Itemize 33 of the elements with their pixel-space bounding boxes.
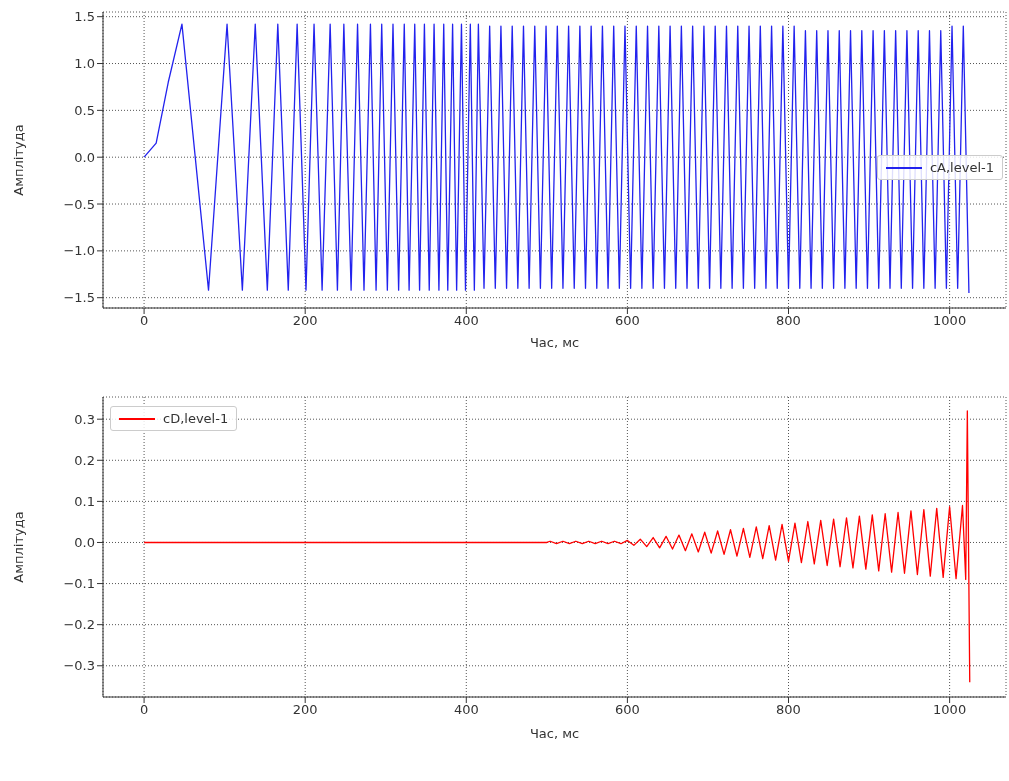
x-tick-label: 600 xyxy=(614,702,640,718)
y-axis-title: Амплітуда xyxy=(10,511,26,583)
x-tick-label: 200 xyxy=(292,702,318,718)
y-tick-label: 0.2 xyxy=(74,452,95,468)
y-tick-label: 0.0 xyxy=(74,535,95,551)
y-tick-label: 0.5 xyxy=(74,102,95,118)
x-axis-title: Час, мс xyxy=(529,726,580,741)
y-tick-label: −0.3 xyxy=(63,658,95,674)
x-tick-label: 200 xyxy=(292,313,318,329)
x-tick-label: 600 xyxy=(614,313,640,329)
y-tick-label: 0.0 xyxy=(74,149,95,165)
y-tick-label: 0.3 xyxy=(74,411,95,427)
x-tick-label: 400 xyxy=(453,702,479,718)
legend-label: cA,level-1 xyxy=(929,160,994,175)
x-tick-label: 800 xyxy=(776,313,801,329)
x-tick-label: 400 xyxy=(453,313,479,329)
x-tick-label: 1000 xyxy=(933,313,967,329)
x-tick-label: 1000 xyxy=(933,702,967,718)
y-tick-label: −0.5 xyxy=(63,196,95,212)
y-tick-label: −1.0 xyxy=(63,243,95,259)
line-series xyxy=(143,410,971,683)
y-tick-label: 1.0 xyxy=(74,56,95,72)
y-axis-title: Амплітуда xyxy=(10,124,26,196)
y-tick-label: −0.1 xyxy=(63,576,95,592)
x-tick-label: 0 xyxy=(139,313,149,329)
y-tick-label: −0.2 xyxy=(63,617,95,633)
x-tick-label: 0 xyxy=(139,702,149,718)
x-axis-title: Час, мс xyxy=(529,335,580,350)
x-tick-label: 800 xyxy=(776,702,801,718)
y-tick-label: 1.5 xyxy=(74,9,95,25)
y-tick-label: −1.5 xyxy=(63,290,95,306)
y-tick-label: 0.1 xyxy=(74,494,95,509)
legend-label: cD,level-1 xyxy=(163,411,229,426)
